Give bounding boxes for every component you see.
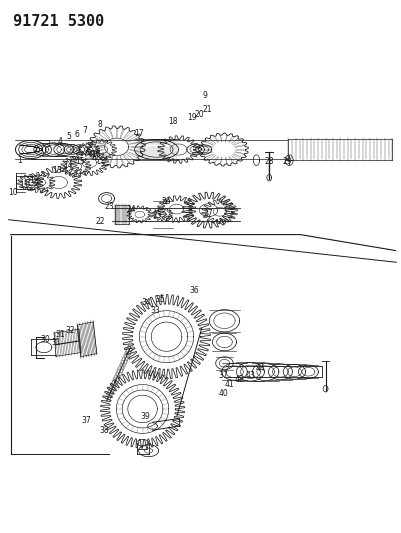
Text: 33: 33: [151, 305, 161, 314]
Text: 37: 37: [219, 371, 229, 380]
Text: 9: 9: [202, 91, 207, 100]
Text: 29: 29: [283, 157, 292, 166]
Text: 4: 4: [57, 137, 62, 146]
Text: 15: 15: [75, 157, 85, 166]
Text: 31: 31: [55, 330, 65, 339]
Text: 41: 41: [225, 380, 234, 389]
Text: 14: 14: [63, 161, 73, 170]
Text: 39: 39: [140, 412, 150, 421]
Text: 37: 37: [82, 416, 91, 425]
Text: 35: 35: [156, 295, 166, 304]
Text: 3: 3: [45, 140, 50, 149]
Text: 40: 40: [219, 389, 229, 398]
Text: 20: 20: [195, 110, 205, 119]
Text: 10: 10: [9, 188, 18, 197]
Text: 31: 31: [51, 338, 61, 347]
Text: 28: 28: [265, 157, 274, 166]
Text: 21: 21: [203, 105, 213, 114]
Text: 23: 23: [105, 203, 114, 212]
Text: 18: 18: [168, 117, 177, 126]
Text: 42: 42: [235, 375, 245, 384]
Text: 2: 2: [34, 145, 38, 154]
Text: 17: 17: [134, 129, 144, 138]
Text: 38: 38: [100, 426, 109, 435]
Text: 22: 22: [95, 217, 105, 226]
Text: 25: 25: [152, 212, 162, 221]
Text: 5: 5: [66, 132, 71, 141]
Text: 19: 19: [187, 113, 196, 122]
Text: 91721 5300: 91721 5300: [13, 14, 104, 29]
Text: 26: 26: [162, 197, 171, 206]
Text: 12: 12: [29, 176, 38, 185]
Text: 36: 36: [190, 286, 199, 295]
Text: 8: 8: [97, 119, 102, 128]
Text: 1: 1: [18, 156, 22, 165]
Text: 43: 43: [245, 371, 255, 380]
Text: 30: 30: [41, 335, 51, 344]
Text: 16: 16: [91, 150, 101, 159]
Text: 7: 7: [82, 126, 87, 135]
Text: 34: 34: [142, 298, 152, 307]
Text: 44: 44: [255, 364, 265, 373]
Text: 24: 24: [127, 205, 137, 214]
Text: 11: 11: [19, 181, 28, 190]
Text: 27: 27: [204, 209, 213, 218]
Text: 6: 6: [75, 130, 80, 139]
Text: 32: 32: [66, 326, 75, 335]
Text: 13: 13: [53, 166, 62, 175]
